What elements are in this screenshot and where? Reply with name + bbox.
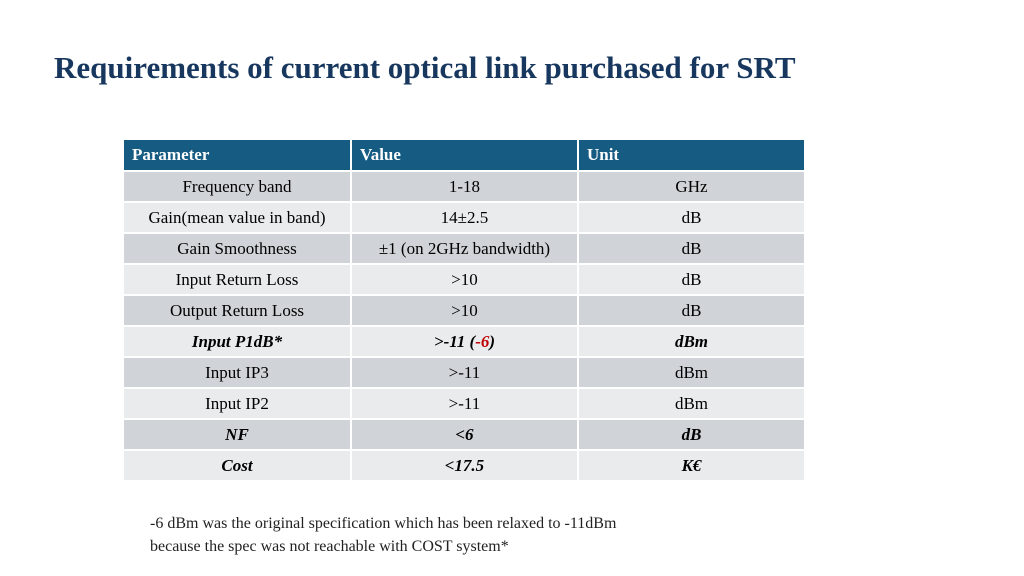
value-cell: <6 [350,419,579,451]
parameter-cell: Cost [124,450,352,482]
unit-cell: dB [577,419,807,451]
parameter-cell: Input Return Loss [124,264,352,296]
table-row: Output Return Loss >10 dB [124,295,807,327]
table-row-highlighted: Cost <17.5 K€ [124,450,807,482]
table-row: Input IP2 >-11 dBm [124,388,807,420]
unit-cell: dBm [577,357,807,389]
table-header-row: Parameter Value Unit [124,140,807,172]
value-cell: 1-18 [350,171,579,203]
table-row: Input IP3 >-11 dBm [124,357,807,389]
parameter-cell: Input IP2 [124,388,352,420]
unit-cell: dB [577,202,807,234]
value-cell: ±1 (on 2GHz bandwidth) [350,233,579,265]
parameter-cell: Output Return Loss [124,295,352,327]
footnote: -6 dBm was the original specification wh… [150,512,616,558]
value-cell: >-11 (-6) [350,326,579,358]
table-row: Frequency band 1-18 GHz [124,171,807,203]
table-row-highlighted: NF <6 dB [124,419,807,451]
value-cell: <17.5 [350,450,579,482]
unit-cell: GHz [577,171,807,203]
parameter-cell: Frequency band [124,171,352,203]
value-cell: >-11 [350,388,579,420]
unit-cell: dBm [577,326,807,358]
value-cell: 14±2.5 [350,202,579,234]
original-spec-value: -6 [475,331,490,351]
unit-cell: dB [577,233,807,265]
parameter-cell: NF [124,419,352,451]
parameter-cell: Gain Smoothness [124,233,352,265]
parameter-cell: Input IP3 [124,357,352,389]
unit-cell: dB [577,295,807,327]
value-cell: >10 [350,264,579,296]
unit-cell: dBm [577,388,807,420]
slide-title: Requirements of current optical link pur… [54,50,796,85]
value-text: >-11 ( [433,331,476,351]
column-header-value: Value [350,140,579,172]
column-header-unit: Unit [577,140,807,172]
footnote-line: because the spec was not reachable with … [150,538,509,555]
requirements-table: Parameter Value Unit Frequency band 1-18… [124,140,807,482]
table-row: Gain(mean value in band) 14±2.5 dB [124,202,807,234]
parameter-cell: Gain(mean value in band) [124,202,352,234]
column-header-parameter: Parameter [124,140,352,172]
table-row-highlighted: Input P1dB* >-11 (-6) dBm [124,326,807,358]
value-cell: >-11 [350,357,579,389]
table-row: Input Return Loss >10 dB [124,264,807,296]
footnote-line: -6 dBm was the original specification wh… [150,515,617,532]
table-row: Gain Smoothness ±1 (on 2GHz bandwidth) d… [124,233,807,265]
parameter-cell: Input P1dB* [124,326,352,358]
value-text-close: ) [489,331,496,351]
value-cell: >10 [350,295,579,327]
unit-cell: dB [577,264,807,296]
unit-cell: K€ [577,450,807,482]
